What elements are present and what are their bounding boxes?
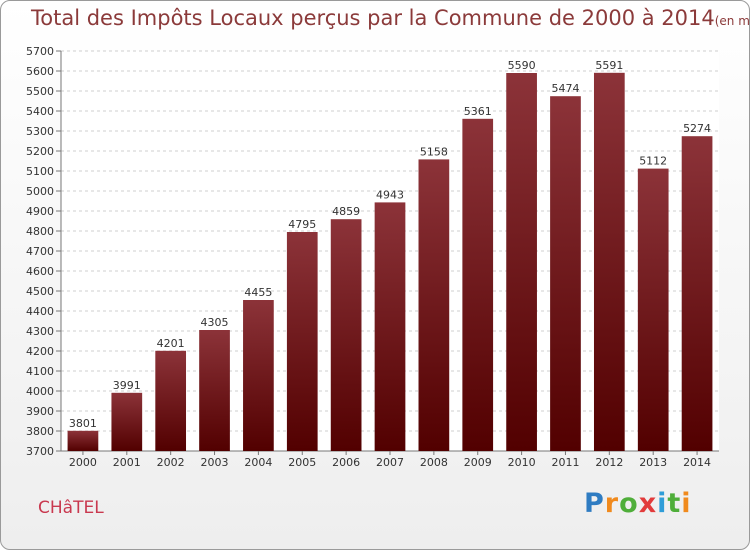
y-tick-label: 5400 <box>26 105 54 118</box>
y-tick-label: 5100 <box>26 165 54 178</box>
bar-2003 <box>199 330 230 451</box>
bar-2000 <box>67 430 99 451</box>
x-tick-label-2013: 2013 <box>639 456 667 469</box>
y-tick-label: 4300 <box>26 325 54 338</box>
bar-2011 <box>550 96 581 451</box>
y-tick-label: 4100 <box>26 365 54 378</box>
x-tick-label-2008: 2008 <box>420 456 448 469</box>
logo-letter-2: r <box>604 488 620 519</box>
data-label-2008: 5158 <box>420 145 448 158</box>
logo-letter-5: i <box>657 488 668 519</box>
x-tick-label-2012: 2012 <box>595 456 623 469</box>
y-tick-label: 5600 <box>26 65 54 78</box>
x-tick-label-2002: 2002 <box>157 456 185 469</box>
bar-2006 <box>330 219 362 451</box>
chart-title-main: Total des Impôts Locaux perçus par la Co… <box>31 6 715 30</box>
logo-letter-6: t <box>667 488 682 519</box>
data-label-2012: 5591 <box>595 59 623 72</box>
proxiti-logo: Proxiti <box>584 488 692 519</box>
x-tick-label-2006: 2006 <box>332 456 360 469</box>
commune-name: CHâTEL <box>38 498 104 518</box>
data-label-2007: 4943 <box>376 188 404 201</box>
x-tick-label-2014: 2014 <box>683 456 711 469</box>
y-tick-label: 4200 <box>26 345 54 358</box>
data-label-2013: 5112 <box>639 155 667 168</box>
y-tick-label: 4800 <box>26 225 54 238</box>
y-tick-label: 4600 <box>26 265 54 278</box>
x-tick-label-2004: 2004 <box>244 456 272 469</box>
bar-2009 <box>462 118 494 452</box>
y-tick-label: 4000 <box>26 385 54 398</box>
data-label-2003: 4305 <box>201 316 229 329</box>
bar-2014 <box>681 136 713 451</box>
y-tick-label: 5200 <box>26 145 54 158</box>
bar-2007 <box>374 202 406 451</box>
y-tick-label: 4700 <box>26 245 54 258</box>
data-label-2011: 5474 <box>551 82 579 95</box>
bar-2005 <box>286 232 318 451</box>
data-label-2000: 3801 <box>69 417 97 430</box>
x-tick-label-2007: 2007 <box>376 456 404 469</box>
data-label-2004: 4455 <box>244 286 272 299</box>
logo-letter-4: x <box>638 488 658 519</box>
bar-2002 <box>155 350 187 451</box>
y-tick-label: 5000 <box>26 185 54 198</box>
bar-2004 <box>243 300 274 451</box>
chart-title-unit: (en milliers d'€) <box>714 14 750 28</box>
logo-letter-1: P <box>584 488 605 519</box>
x-tick-label-2001: 2001 <box>113 456 141 469</box>
logo-letter-3: o <box>619 488 639 519</box>
y-tick-label: 5500 <box>26 85 54 98</box>
bar-2010 <box>506 73 537 451</box>
bar-2012 <box>593 72 625 452</box>
chart-title: Total des Impôts Locaux perçus par la Co… <box>31 6 750 30</box>
bar-2001 <box>111 392 143 451</box>
x-tick-label-2011: 2011 <box>551 456 579 469</box>
x-tick-label-2005: 2005 <box>288 456 316 469</box>
y-tick-label: 3700 <box>26 445 54 458</box>
x-tick-label-2003: 2003 <box>201 456 229 469</box>
y-tick-label: 4400 <box>26 305 54 318</box>
x-tick-label-2000: 2000 <box>69 456 97 469</box>
data-label-2005: 4795 <box>288 218 316 231</box>
x-tick-label-2009: 2009 <box>464 456 492 469</box>
data-label-2014: 5274 <box>683 122 711 135</box>
y-tick-label: 5300 <box>26 125 54 138</box>
bar-2008 <box>418 159 450 451</box>
x-tick-label-2010: 2010 <box>508 456 536 469</box>
bar-2013 <box>637 168 669 451</box>
logo-letter-7: i <box>681 488 692 519</box>
y-tick-label: 3800 <box>26 425 54 438</box>
y-tick-label: 3900 <box>26 405 54 418</box>
data-label-2009: 5361 <box>464 105 492 118</box>
data-label-2002: 4201 <box>157 337 185 350</box>
data-label-2001: 3991 <box>113 379 141 392</box>
y-tick-label: 4500 <box>26 285 54 298</box>
data-label-2006: 4859 <box>332 205 360 218</box>
y-tick-label: 5700 <box>26 45 54 58</box>
y-tick-label: 4900 <box>26 205 54 218</box>
data-label-2010: 5590 <box>508 59 536 72</box>
